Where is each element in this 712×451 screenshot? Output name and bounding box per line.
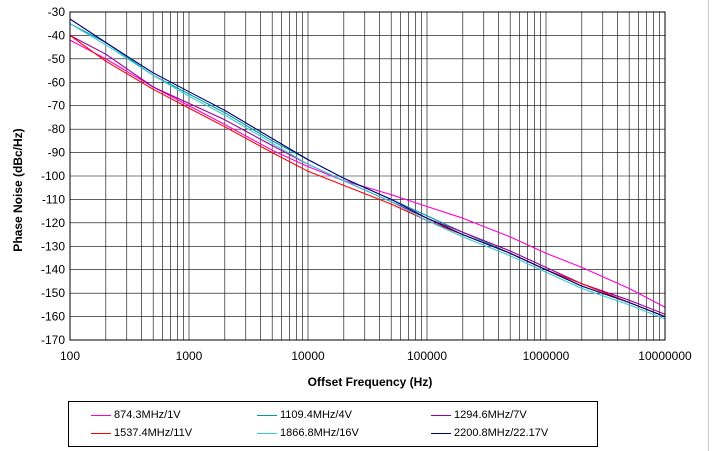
legend-item: 1866.8MHz/16V [257, 427, 359, 439]
y-tick-label: -140 [41, 263, 65, 277]
x-tick-label: 1000 [176, 349, 203, 363]
series-line [69, 23, 666, 318]
y-tick-label: -30 [48, 5, 66, 19]
legend-swatch [91, 432, 111, 434]
legend-item: 1109.4MHz/4V [257, 409, 352, 421]
y-tick-label: -100 [41, 169, 65, 183]
y-axis-title: Phase Noise (dBc/Hz) [11, 128, 25, 251]
x-tick-label: 10000000 [638, 349, 692, 363]
y-tick-label: -50 [48, 52, 66, 66]
legend-swatch [431, 414, 451, 416]
legend-item: 1537.4MHz/11V [91, 427, 192, 439]
y-tick-label: -110 [42, 192, 65, 206]
legend-label: 1294.6MHz/7V [454, 409, 527, 421]
series-line [69, 34, 666, 318]
legend-item: 874.3MHz/1V [91, 409, 181, 421]
series-line [69, 34, 666, 315]
x-tick-label: 100 [60, 349, 80, 363]
series-line [69, 39, 666, 308]
legend-swatch [257, 432, 277, 434]
y-tick-label: -40 [48, 28, 66, 42]
legend-label: 1109.4MHz/4V [280, 409, 352, 421]
x-tick-label: 10000 [291, 349, 325, 363]
y-tick-label: -120 [41, 216, 65, 230]
x-tick-label: 1000000 [523, 349, 570, 363]
y-tick-label: -60 [48, 75, 66, 89]
series-line [69, 18, 666, 318]
phase-noise-chart: -30 -40 -50 -60 -70 -80 -90 -100 -110 -120 -130 -14… [11, 5, 692, 389]
legend-item: 1294.6MHz/7V [431, 409, 527, 421]
x-axis-title: Offset Frequency (Hz) [308, 375, 433, 389]
legend-label: 1866.8MHz/16V [280, 427, 359, 439]
legend: 874.3MHz/1V 1109.4MHz/4V 1294.6MHz/7V 15… [68, 401, 598, 447]
y-tick-label: -130 [41, 239, 65, 253]
grid [70, 11, 665, 341]
x-tick-labels: 100 1000 10000 100000 1000000 10000000 [60, 349, 692, 363]
x-tick-label: 100000 [407, 349, 447, 363]
y-tick-label: -150 [41, 286, 65, 300]
legend-label: 2200.8MHz/22.17V [454, 427, 549, 439]
series-line [69, 23, 666, 320]
plot-area-frame [69, 11, 666, 341]
series-lines [69, 18, 666, 320]
legend-swatch [257, 414, 277, 416]
y-tick-label: -90 [48, 146, 66, 160]
y-tick-label: -160 [41, 310, 65, 324]
legend-item: 2200.8MHz/22.17V [431, 427, 548, 439]
legend-label: 1537.4MHz/11V [114, 427, 193, 439]
legend-label: 874.3MHz/1V [114, 409, 181, 421]
legend-swatch [431, 432, 451, 434]
y-tick-label: -80 [48, 122, 66, 136]
legend-swatch [91, 414, 111, 416]
y-tick-labels: -30 -40 -50 -60 -70 -80 -90 -100 -110 -120 -130 -14… [41, 5, 65, 347]
y-tick-label: -170 [41, 333, 65, 347]
window-edge [708, 0, 709, 451]
y-tick-label: -70 [48, 99, 66, 113]
